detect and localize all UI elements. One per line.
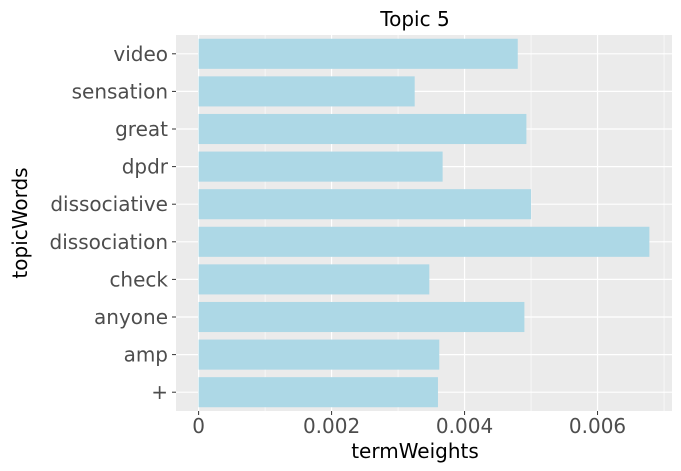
x-tick-label: 0 bbox=[192, 414, 205, 438]
bar-great bbox=[198, 113, 527, 145]
x-tick-label: 0.004 bbox=[436, 414, 493, 438]
y-tick-label: sensation bbox=[72, 79, 168, 103]
y-tick-label: anyone bbox=[94, 305, 168, 329]
bar-dissociation bbox=[198, 226, 650, 257]
y-tick-label: check bbox=[109, 267, 168, 291]
x-axis-title: termWeights bbox=[351, 439, 479, 463]
bar-anyone bbox=[198, 301, 525, 333]
y-tick-label: video bbox=[113, 42, 168, 66]
x-tick-label: 0.006 bbox=[569, 414, 626, 438]
bar-sensation bbox=[198, 76, 415, 107]
y-tick-label: amp bbox=[124, 343, 168, 367]
bar-amp bbox=[198, 339, 440, 370]
y-tick-label: dissociative bbox=[50, 192, 168, 216]
y-tick-label: dissociation bbox=[50, 230, 168, 254]
y-tick-label: dpdr bbox=[122, 155, 169, 179]
y-axis: video sensation great dpdr dissociative disso… bbox=[50, 42, 176, 404]
x-tick-label: 0.002 bbox=[303, 414, 360, 438]
bar-dpdr bbox=[198, 151, 443, 182]
bars bbox=[198, 38, 650, 408]
y-axis-title: topicWords bbox=[8, 167, 32, 278]
bar-check bbox=[198, 264, 430, 295]
x-axis: 0 0.002 0.004 0.006 bbox=[192, 411, 626, 438]
bar-video bbox=[198, 38, 518, 69]
chart-title: Topic 5 bbox=[379, 7, 449, 31]
y-tick-label: + bbox=[151, 380, 168, 404]
bar-+ bbox=[198, 377, 438, 408]
y-tick-label: great bbox=[115, 117, 168, 141]
bar-dissociative bbox=[198, 189, 532, 220]
